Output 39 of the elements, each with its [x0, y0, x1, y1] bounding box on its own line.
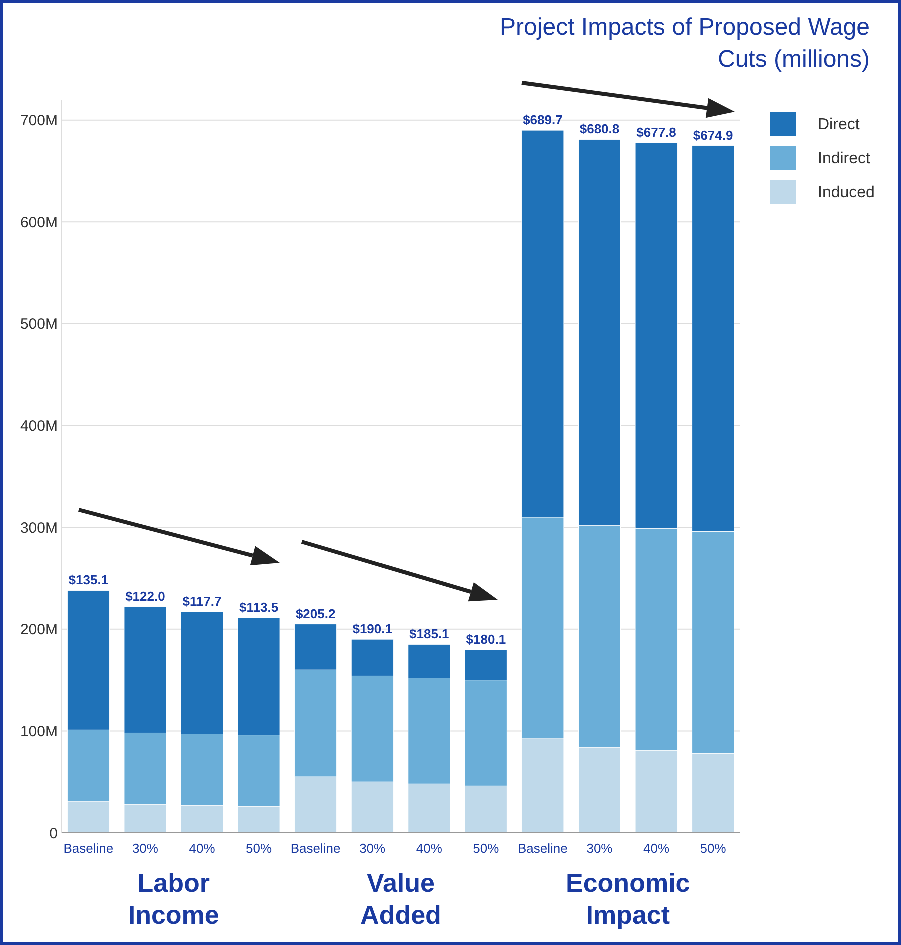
y-tick-label: 400M	[20, 418, 58, 436]
y-tick-label: 600M	[20, 214, 58, 232]
text: Value Added	[360, 868, 442, 930]
x-tick-label: 50%	[246, 841, 272, 856]
text: $190.1	[352, 622, 392, 637]
text: $122.0	[126, 588, 166, 604]
x-tick-label: 40%	[416, 841, 443, 856]
x-tick-label: 50%	[700, 841, 727, 856]
text: $180.1	[466, 632, 506, 647]
x-tick-label: 40%	[189, 841, 216, 856]
text: $680.8	[580, 122, 620, 137]
text: Labor Income	[128, 868, 220, 930]
legend-label: Induced	[818, 184, 875, 202]
text: $677.8	[636, 124, 676, 140]
y-tick-label: 500M	[20, 316, 58, 334]
x-tick-label: 40%	[644, 841, 670, 856]
x-tick-label: Baseline	[518, 841, 568, 856]
text: $117.7	[182, 594, 222, 610]
x-tick-label: 30%	[132, 841, 159, 856]
text: $689.7	[523, 112, 563, 128]
x-tick-label: Baseline	[290, 841, 341, 856]
text: $113.5	[240, 600, 279, 616]
text: $205.2	[296, 606, 336, 622]
x-tick-label: 30%	[586, 841, 614, 856]
y-tick-label: 700M	[20, 112, 58, 130]
y-tick-label: 200M	[20, 622, 58, 639]
text: Economic Impact	[566, 868, 690, 930]
y-tick-label: 300M	[20, 520, 58, 537]
text: $135.1	[68, 572, 109, 588]
x-tick-label: 50%	[473, 841, 500, 856]
x-tick-label: 30%	[360, 841, 386, 856]
x-tick-label: Baseline	[64, 841, 114, 856]
text: $185.1	[410, 626, 450, 642]
text: $674.9	[693, 128, 734, 143]
chart-title: Project Impacts of Proposed Wage Cuts (millions)	[500, 14, 870, 73]
y-tick-label: 0	[50, 825, 58, 842]
y-tick-label: 100M	[20, 723, 58, 740]
legend-label: Indirect	[818, 150, 872, 168]
legend-label: Direct	[818, 116, 860, 134]
